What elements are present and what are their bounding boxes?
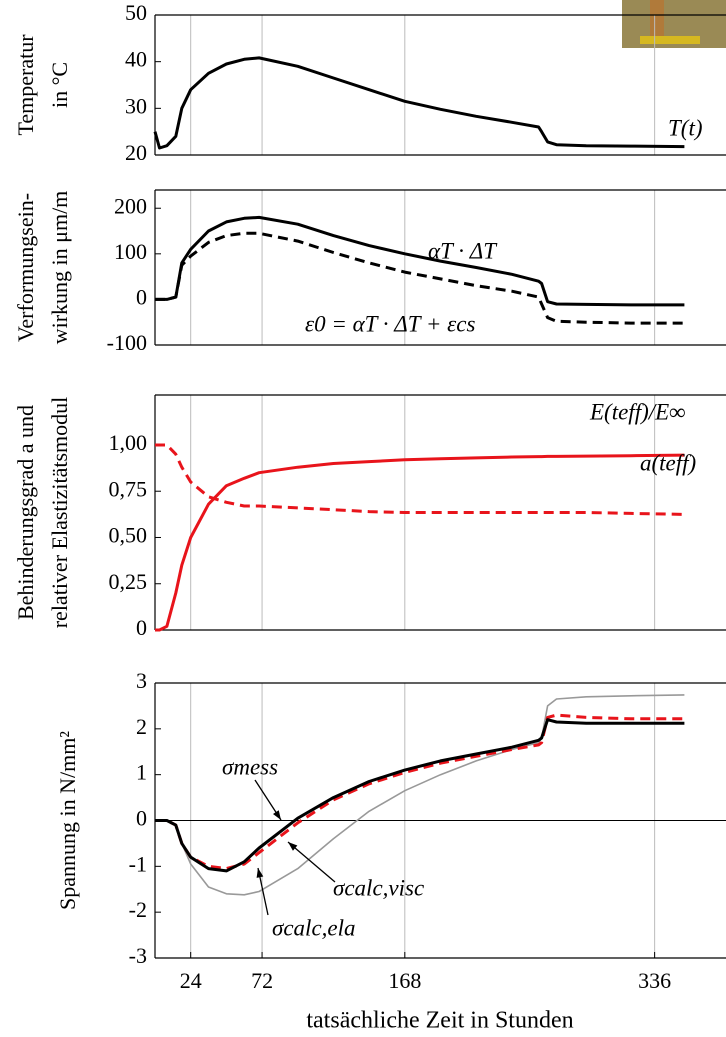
x-tick-label: 336	[638, 968, 671, 993]
series-line	[155, 713, 685, 871]
y-axis-label: Spannung in N/mm²	[55, 731, 80, 910]
y-axis-label: Verformungsein-	[13, 193, 38, 342]
series-line	[155, 443, 685, 516]
series-label: E(teff)/E∞	[589, 399, 686, 424]
y-tick-label: 200	[114, 193, 147, 218]
y-tick-label: 0	[136, 615, 147, 640]
y-axis-label: Behinderungsgrad a und	[13, 405, 38, 620]
y-tick-label: 50	[125, 0, 147, 25]
x-axis-label: tatsächliche Zeit in Stunden	[306, 1008, 573, 1034]
series-line	[155, 215, 685, 307]
y-tick-label: -1	[129, 851, 147, 876]
arrow-head	[256, 868, 264, 878]
series-line	[155, 694, 685, 896]
y-tick-label: -100	[107, 330, 147, 355]
y-tick-label: 20	[125, 140, 147, 165]
arrow-head	[288, 842, 298, 851]
y-tick-label: 0,25	[109, 569, 148, 594]
y-axis-label: wirkung in μm/m	[47, 191, 72, 345]
x-tick-label: 72	[251, 968, 273, 993]
series-label: αT · ΔT	[428, 238, 498, 263]
y-tick-label: 0	[136, 284, 147, 309]
photo-detail	[640, 36, 700, 44]
y-tick-label: -2	[129, 897, 147, 922]
series-label: σcalc,visc	[333, 875, 424, 900]
y-tick-label: 100	[114, 239, 147, 264]
arrow-head	[273, 810, 281, 820]
y-tick-label: 0,50	[109, 523, 148, 548]
y-axis-label: in °C	[47, 62, 72, 108]
y-tick-label: 0,75	[109, 476, 148, 501]
photo-detail	[650, 0, 664, 40]
y-axis-label: relativer Elastizitätsmodul	[47, 397, 72, 629]
series-line	[155, 718, 685, 873]
y-tick-label: 30	[125, 93, 147, 118]
x-tick-label: 168	[388, 968, 421, 993]
y-tick-label: 0	[136, 806, 147, 831]
series-line	[155, 231, 685, 325]
y-tick-label: -3	[129, 943, 147, 968]
x-tick-label: 24	[180, 968, 202, 993]
y-tick-label: 3	[136, 668, 147, 693]
y-tick-label: 40	[125, 47, 147, 72]
y-axis-label: Temperatur	[13, 34, 38, 136]
arrow	[287, 841, 336, 883]
series-label: a(teff)	[640, 450, 696, 475]
series-label: σcalc,ela	[272, 915, 356, 940]
series-line	[155, 453, 685, 632]
y-tick-label: 2	[136, 714, 147, 739]
series-label: ε0 = αT · ΔT + εcs	[305, 311, 475, 336]
series-label: T(t)	[668, 115, 703, 140]
y-tick-label: 1,00	[109, 430, 148, 455]
series-label: σmess	[222, 754, 278, 779]
series-line	[153, 56, 685, 150]
y-tick-label: 1	[136, 760, 147, 785]
